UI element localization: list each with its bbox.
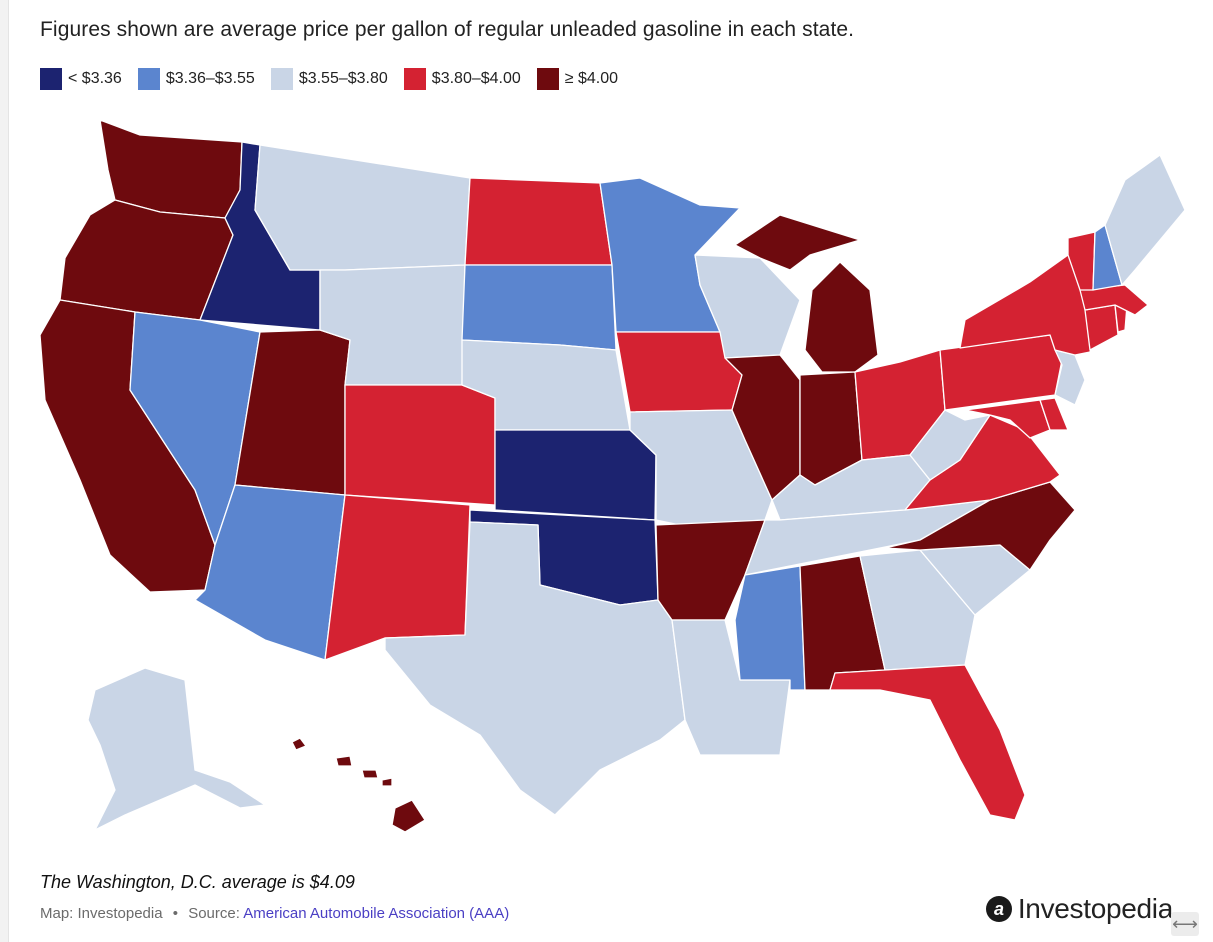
state-ga[interactable]	[859, 549, 976, 671]
page-left-border	[0, 0, 9, 942]
state-tx[interactable]	[384, 521, 686, 816]
state-ct[interactable]	[1084, 304, 1119, 351]
legend-label-4: $3.80–$4.00	[431, 70, 521, 87]
state-me[interactable]	[1104, 154, 1186, 286]
legend-label-1: < $3.36	[68, 70, 122, 87]
state-mt[interactable]	[254, 144, 471, 271]
state-ny[interactable]	[959, 254, 1096, 356]
state-de[interactable]	[1039, 397, 1069, 431]
legend-item-5: ≥ $4.00	[536, 68, 619, 90]
map-title: Figures shown are average price per gall…	[40, 18, 855, 41]
state-mi[interactable]	[734, 214, 879, 373]
legend-swatch-2	[137, 68, 160, 90]
credit-separator: •	[172, 905, 179, 922]
state-ms[interactable]	[734, 565, 806, 691]
source-link[interactable]: American Automobile Association (AAA)	[243, 905, 510, 922]
state-fl[interactable]	[829, 664, 1026, 821]
legend-item-1: < $3.36	[40, 68, 122, 90]
state-la[interactable]	[671, 619, 791, 756]
dc-average-note: The Washington, D.C. average is $4.09	[40, 872, 355, 892]
credit-source-label: Source:	[188, 905, 240, 922]
legend-item-2: $3.36–$3.55	[137, 68, 255, 90]
legend: < $3.36 $3.36–$3.55 $3.55–$3.80 $3.80–$4…	[40, 68, 634, 90]
legend-swatch-5	[536, 68, 559, 90]
legend-swatch-4	[403, 68, 426, 90]
state-ma[interactable]	[1079, 284, 1149, 316]
us-map	[39, 119, 1186, 833]
legend-label-2: $3.36–$3.55	[165, 70, 255, 87]
legend-label-5: ≥ $4.00	[564, 70, 619, 87]
state-nd[interactable]	[464, 177, 613, 266]
investopedia-logo-icon: a	[985, 896, 1012, 922]
legend-item-4: $3.80–$4.00	[403, 68, 521, 90]
state-hi[interactable]	[291, 737, 426, 833]
state-vt[interactable]	[1067, 231, 1096, 291]
legend-swatch-3	[270, 68, 293, 90]
legend-swatch-1	[40, 68, 62, 90]
investopedia-logo: a Investopedia	[985, 893, 1173, 925]
legend-item-3: $3.55–$3.80	[270, 68, 388, 90]
expand-icon[interactable]: ⟷	[1171, 912, 1199, 936]
state-ak[interactable]	[87, 667, 266, 831]
state-nj[interactable]	[1054, 349, 1086, 406]
credit-map: Map: Investopedia	[40, 905, 163, 922]
legend-label-3: $3.55–$3.80	[298, 70, 388, 87]
state-ks[interactable]	[494, 429, 657, 521]
state-co[interactable]	[344, 384, 496, 506]
brand-name: Investopedia	[1017, 893, 1173, 924]
source-credit: Map: Investopedia • Source: American Aut…	[40, 905, 509, 922]
state-sd[interactable]	[461, 264, 617, 351]
state-pa[interactable]	[939, 334, 1063, 411]
